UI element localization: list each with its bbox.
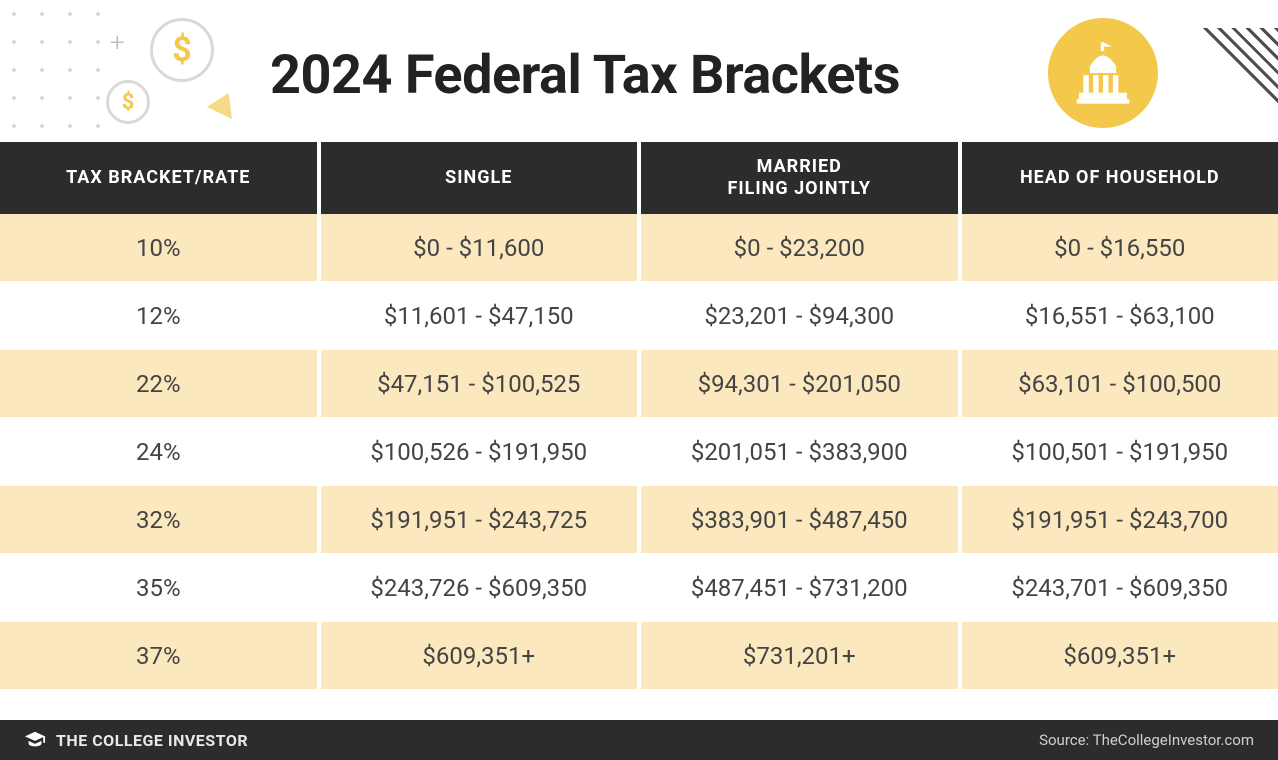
column-header: MARRIEDFILING JOINTLY (641, 142, 962, 214)
brand-logo: THE COLLEGE INVESTOR (24, 729, 248, 751)
cell-rate: 12% (0, 282, 321, 350)
plus-decoration: + (110, 28, 125, 58)
cell-rate: 37% (0, 622, 321, 690)
cell-mfj: $487,451 - $731,200 (641, 554, 962, 622)
cell-rate: 22% (0, 350, 321, 418)
cell-hoh: $100,501 - $191,950 (962, 418, 1278, 486)
cell-single: $0 - $11,600 (321, 214, 642, 282)
capitol-icon (1068, 38, 1138, 108)
tax-bracket-table: TAX BRACKET/RATE SINGLE MARRIEDFILING JO… (0, 142, 1278, 690)
cell-hoh: $191,951 - $243,700 (962, 486, 1278, 554)
page-title: 2024 Federal Tax Brackets (270, 44, 900, 107)
cell-mfj: $23,201 - $94,300 (641, 282, 962, 350)
dot-grid-decoration (0, 0, 110, 140)
hatched-triangle-decoration (1198, 28, 1278, 108)
cell-single: $243,726 - $609,350 (321, 554, 642, 622)
table-row: 37% $609,351+ $731,201+ $609,351+ (0, 622, 1278, 690)
graduation-cap-icon (24, 729, 46, 751)
capitol-badge (1048, 18, 1158, 128)
cell-single: $11,601 - $47,150 (321, 282, 642, 350)
table-header-row: TAX BRACKET/RATE SINGLE MARRIEDFILING JO… (0, 142, 1278, 214)
column-header-label: MARRIEDFILING JOINTLY (728, 156, 871, 201)
coin-icon: $ (150, 18, 214, 82)
cell-hoh: $609,351+ (962, 622, 1278, 690)
cell-mfj: $383,901 - $487,450 (641, 486, 962, 554)
footer-bar: THE COLLEGE INVESTOR Source: TheCollegeI… (0, 720, 1278, 760)
cell-single: $47,151 - $100,525 (321, 350, 642, 418)
table-row: 12% $11,601 - $47,150 $23,201 - $94,300 … (0, 282, 1278, 350)
dollar-glyph: $ (122, 90, 135, 115)
table-row: 10% $0 - $11,600 $0 - $23,200 $0 - $16,5… (0, 214, 1278, 282)
cell-rate: 24% (0, 418, 321, 486)
cell-rate: 32% (0, 486, 321, 554)
cell-single: $609,351+ (321, 622, 642, 690)
table-row: 22% $47,151 - $100,525 $94,301 - $201,05… (0, 350, 1278, 418)
cell-single: $100,526 - $191,950 (321, 418, 642, 486)
cell-mfj: $0 - $23,200 (641, 214, 962, 282)
column-header: HEAD OF HOUSEHOLD (962, 142, 1278, 214)
coin-icon: $ (106, 80, 150, 124)
cell-hoh: $243,701 - $609,350 (962, 554, 1278, 622)
infographic-canvas: + $ $ 2024 Federal Tax Brackets TAX BRAC… (0, 0, 1278, 760)
brand-name: THE COLLEGE INVESTOR (56, 731, 248, 750)
column-header: SINGLE (321, 142, 642, 214)
cell-hoh: $16,551 - $63,100 (962, 282, 1278, 350)
cell-single: $191,951 - $243,725 (321, 486, 642, 554)
cell-hoh: $0 - $16,550 (962, 214, 1278, 282)
cell-mfj: $94,301 - $201,050 (641, 350, 962, 418)
cell-rate: 10% (0, 214, 321, 282)
table-row: 32% $191,951 - $243,725 $383,901 - $487,… (0, 486, 1278, 554)
column-header: TAX BRACKET/RATE (0, 142, 321, 214)
source-attribution: Source: TheCollegeInvestor.com (1039, 731, 1254, 749)
cell-hoh: $63,101 - $100,500 (962, 350, 1278, 418)
dollar-glyph: $ (172, 30, 192, 70)
cell-mfj: $731,201+ (641, 622, 962, 690)
triangle-decoration (207, 87, 242, 119)
cell-rate: 35% (0, 554, 321, 622)
cell-mfj: $201,051 - $383,900 (641, 418, 962, 486)
table-row: 24% $100,526 - $191,950 $201,051 - $383,… (0, 418, 1278, 486)
table-row: 35% $243,726 - $609,350 $487,451 - $731,… (0, 554, 1278, 622)
